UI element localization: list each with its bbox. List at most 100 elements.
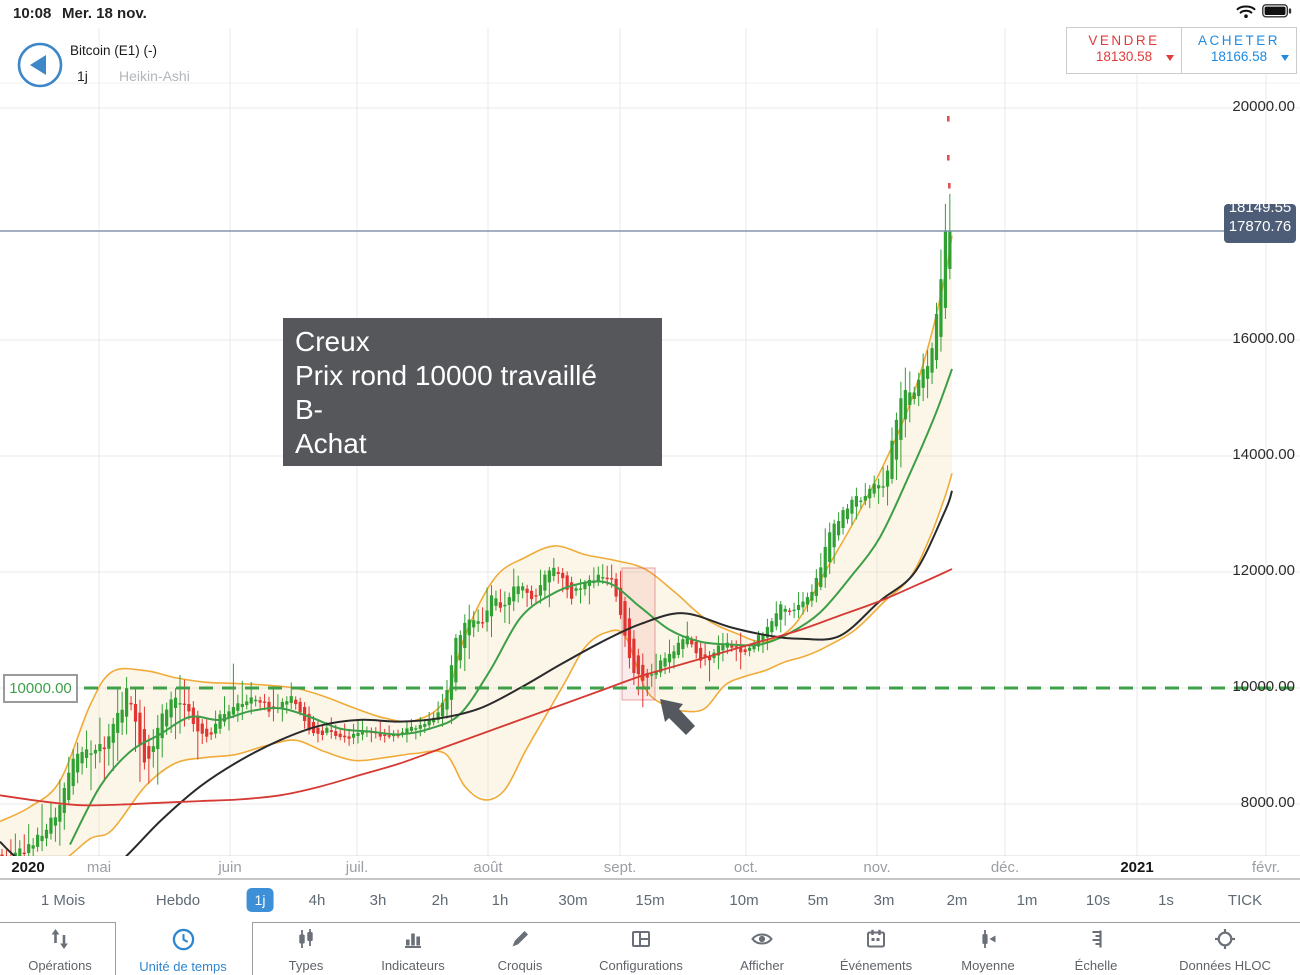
toolbar-croquis[interactable]: Croquis (455, 927, 585, 973)
month-label: oct. (733, 859, 759, 876)
price-tick-label: 16000.00 (1232, 330, 1295, 347)
annotation-line: Prix rond 10000 travaillé (295, 360, 597, 391)
timeframe-3m[interactable]: 3m (873, 892, 895, 909)
timeframe-5m[interactable]: 5m (807, 892, 829, 909)
toolbar-label: Moyenne (961, 958, 1015, 973)
toolbar-label: Échelle (1074, 958, 1118, 973)
toolbar-opérations[interactable]: Opérations (0, 927, 125, 973)
toolbar-label: Afficher (740, 958, 784, 973)
back-arrow-icon (30, 55, 46, 75)
month-label: déc. (990, 859, 1020, 876)
sell-caret-icon[interactable] (1166, 55, 1174, 61)
timeframe-1-mois[interactable]: 1 Mois (40, 892, 86, 909)
toolbar-moyenne[interactable]: Moyenne (923, 927, 1053, 973)
month-label: août (473, 859, 503, 876)
toolbar-indicateurs[interactable]: Indicateurs (348, 927, 478, 973)
timeframe-1j[interactable]: 1j (246, 888, 274, 912)
toolbar-label: Indicateurs (381, 958, 445, 973)
buy-caret-icon[interactable] (1281, 55, 1289, 61)
buy-price: 18166.58 (1210, 49, 1268, 64)
ruler-icon (1084, 927, 1108, 953)
average-icon (976, 927, 1000, 953)
operations-icon (48, 927, 72, 953)
toolbar-label: Types (288, 958, 324, 973)
sell-label: VENDRE (1088, 33, 1160, 48)
clock-icon (171, 927, 196, 953)
price-tick-label: 20000.00 (1232, 98, 1295, 115)
layout-icon (629, 927, 653, 953)
battery-icon (1262, 4, 1292, 18)
toolbar-données-hloc[interactable]: Données HLOC (1160, 927, 1290, 973)
status-date: Mer. 18 nov. (62, 5, 147, 22)
timeframe-10m[interactable]: 10m (729, 892, 759, 909)
month-label: 2020 (11, 859, 45, 876)
ma-black-line (0, 490, 953, 856)
buy-button[interactable]: ACHETER 18166.58 (1182, 27, 1297, 74)
toolbar-label: Opérations (28, 958, 92, 973)
buy-label: ACHETER (1197, 33, 1280, 48)
month-label: juin (218, 859, 242, 876)
wifi-icon (1236, 5, 1256, 18)
price-tick-label: 8000.00 (1240, 794, 1295, 811)
timeframe-tick[interactable]: TICK (1227, 892, 1263, 909)
month-label: nov. (863, 859, 891, 876)
toolbar-left-box (0, 922, 116, 975)
instrument-title: Bitcoin (E1) (-) (70, 43, 158, 58)
timeframe-1h[interactable]: 1h (491, 892, 509, 909)
toolbar-types[interactable]: Types (241, 927, 371, 973)
current-price-badge: 18149.55 17870.76 (1224, 204, 1296, 243)
timeframe-1s[interactable]: 1s (1158, 892, 1174, 909)
timeframe-30m[interactable]: 30m (558, 892, 588, 909)
sell-button[interactable]: VENDRE 18130.58 (1066, 27, 1182, 74)
month-label: févr. (1251, 859, 1281, 876)
month-label: mai (86, 859, 112, 876)
toolbar-label: Données HLOC (1179, 958, 1271, 973)
toolbar-unité-de-temps[interactable]: Unité de temps (118, 927, 248, 974)
back-button[interactable] (17, 42, 63, 88)
month-label: juil. (345, 859, 369, 876)
ma-red-line (0, 568, 953, 807)
timeframe-3h[interactable]: 3h (369, 892, 387, 909)
timeframe-10s[interactable]: 10s (1085, 892, 1111, 909)
annotation-line: Achat (295, 428, 367, 459)
candles-icon (294, 927, 318, 953)
price-tick-label: 10000.00 (1232, 678, 1295, 695)
timeframe-2h[interactable]: 2h (431, 892, 449, 909)
level-line-label[interactable]: 10000.00 (3, 674, 78, 703)
toolbar-label: Événements (839, 958, 913, 973)
toolbar-échelle[interactable]: Échelle (1031, 927, 1161, 973)
header-timeframe[interactable]: 1j (77, 68, 88, 84)
ma-green-line (69, 368, 953, 846)
order-buttons: VENDRE 18130.58 ACHETER 18166.58 (1066, 27, 1297, 74)
eye-icon (749, 927, 775, 953)
toolbar-label: Unité de temps (139, 959, 227, 974)
pencil-icon (508, 927, 532, 953)
timeframe-15m[interactable]: 15m (635, 892, 665, 909)
month-label: 2021 (1120, 859, 1154, 876)
sell-price: 18130.58 (1095, 49, 1153, 64)
candles (0, 193, 952, 856)
header-chart-style[interactable]: Heikin-Ashi (119, 68, 190, 84)
chart-annotation-box[interactable]: Creux Prix rond 10000 travaillé B- Achat (283, 318, 662, 466)
arrow-annotation (660, 699, 695, 735)
bars-icon (401, 927, 425, 953)
annotation-line: Creux (295, 326, 370, 357)
toolbar-label: Configurations (599, 958, 683, 973)
status-time: 10:08 (13, 5, 52, 22)
timeframe-2m[interactable]: 2m (946, 892, 968, 909)
timeframe-hebdo[interactable]: Hebdo (155, 892, 201, 909)
toolbar-événements[interactable]: Événements (811, 927, 941, 973)
toolbar-label: Croquis (497, 958, 543, 973)
badge-price-lower: 17870.76 (1228, 218, 1292, 235)
price-tick-label: 14000.00 (1232, 446, 1295, 463)
timeframe-1m[interactable]: 1m (1016, 892, 1038, 909)
toolbar-afficher[interactable]: Afficher (697, 927, 827, 973)
annotation-line: B- (295, 394, 323, 425)
calendar-icon (864, 927, 888, 953)
badge-price-upper: 18149.55 (1228, 204, 1292, 216)
timeframe-4h[interactable]: 4h (308, 892, 326, 909)
toolbar-configurations[interactable]: Configurations (576, 927, 706, 973)
price-tick-label: 12000.00 (1232, 562, 1295, 579)
